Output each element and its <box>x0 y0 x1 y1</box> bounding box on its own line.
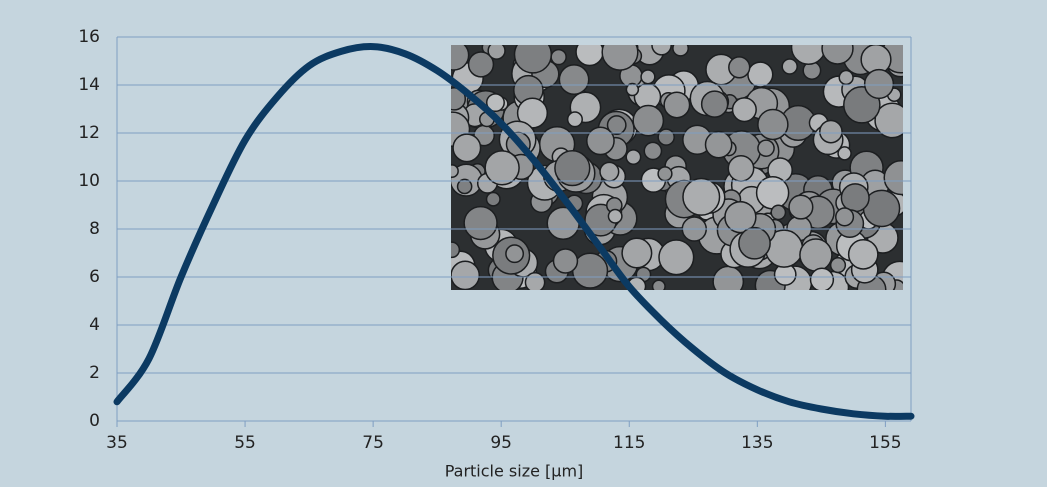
x-tick-label: 155 <box>869 433 901 453</box>
y-tick-label: 14 <box>78 75 100 95</box>
particle <box>456 178 473 195</box>
particle <box>728 56 751 79</box>
particle <box>452 133 482 163</box>
particle <box>640 69 656 85</box>
particle <box>463 205 498 241</box>
particle <box>731 97 757 123</box>
y-tick-label: 10 <box>78 171 100 191</box>
particle <box>485 93 505 113</box>
particle <box>451 87 467 111</box>
y-tick-label: 0 <box>89 411 100 431</box>
particle <box>558 64 590 95</box>
particle <box>606 115 627 135</box>
y-tick-label: 6 <box>89 267 100 287</box>
particle <box>524 272 546 290</box>
particle <box>837 146 852 161</box>
particle <box>484 150 520 186</box>
particle <box>651 45 672 56</box>
particle <box>485 191 501 207</box>
particle <box>651 279 666 290</box>
x-axis-label: Particle size [µm] <box>445 462 584 481</box>
particles <box>451 45 903 290</box>
particle <box>838 69 854 86</box>
particle <box>738 226 771 260</box>
particle <box>770 204 787 221</box>
x-tick-label: 115 <box>613 433 645 453</box>
particle <box>863 68 895 100</box>
particle <box>747 61 774 88</box>
particle <box>487 45 506 60</box>
particle <box>607 208 623 224</box>
particle <box>788 194 814 220</box>
particle <box>700 90 729 118</box>
particle <box>821 45 854 65</box>
particle <box>724 200 757 234</box>
x-tick-label: 35 <box>106 433 128 453</box>
particle <box>657 166 673 182</box>
particle <box>757 108 789 141</box>
particle <box>672 45 689 57</box>
particle <box>451 45 470 71</box>
particle <box>550 48 567 66</box>
particle <box>883 159 903 196</box>
line <box>113 43 915 420</box>
particle <box>682 177 721 216</box>
particle <box>755 176 790 210</box>
particle <box>658 239 695 276</box>
y-tick-label: 16 <box>78 27 100 47</box>
x-tick-label: 55 <box>234 433 256 453</box>
y-tick-label: 8 <box>89 219 100 239</box>
particle <box>704 130 733 159</box>
particle <box>829 257 847 274</box>
particle <box>874 102 903 139</box>
particle <box>552 248 579 274</box>
particle <box>657 128 675 146</box>
y-tick-label: 12 <box>78 123 100 143</box>
x-tick-label: 75 <box>362 433 384 453</box>
particle <box>819 119 843 144</box>
y-tick-label: 4 <box>89 315 100 335</box>
particle <box>601 45 639 71</box>
x-tick-label: 95 <box>490 433 512 453</box>
particle <box>451 241 461 259</box>
particle <box>467 51 495 78</box>
particle <box>599 161 620 182</box>
particle <box>451 260 481 290</box>
particle <box>663 91 691 119</box>
particle <box>451 164 459 179</box>
particle <box>621 237 653 269</box>
y-tick-label: 2 <box>89 363 100 383</box>
particle <box>757 139 775 157</box>
particle <box>554 150 591 187</box>
particle <box>505 244 525 264</box>
particle <box>643 141 663 161</box>
particle <box>625 149 642 166</box>
inset-photo <box>451 45 903 290</box>
particle <box>586 126 615 156</box>
particle <box>781 58 798 75</box>
particle <box>809 267 835 290</box>
particle <box>835 207 855 227</box>
particle <box>847 239 879 270</box>
particle <box>566 111 583 128</box>
particle <box>727 154 755 182</box>
x-tick-label: 135 <box>741 433 773 453</box>
particle <box>799 238 833 272</box>
particle <box>632 104 665 137</box>
particle <box>625 82 640 97</box>
